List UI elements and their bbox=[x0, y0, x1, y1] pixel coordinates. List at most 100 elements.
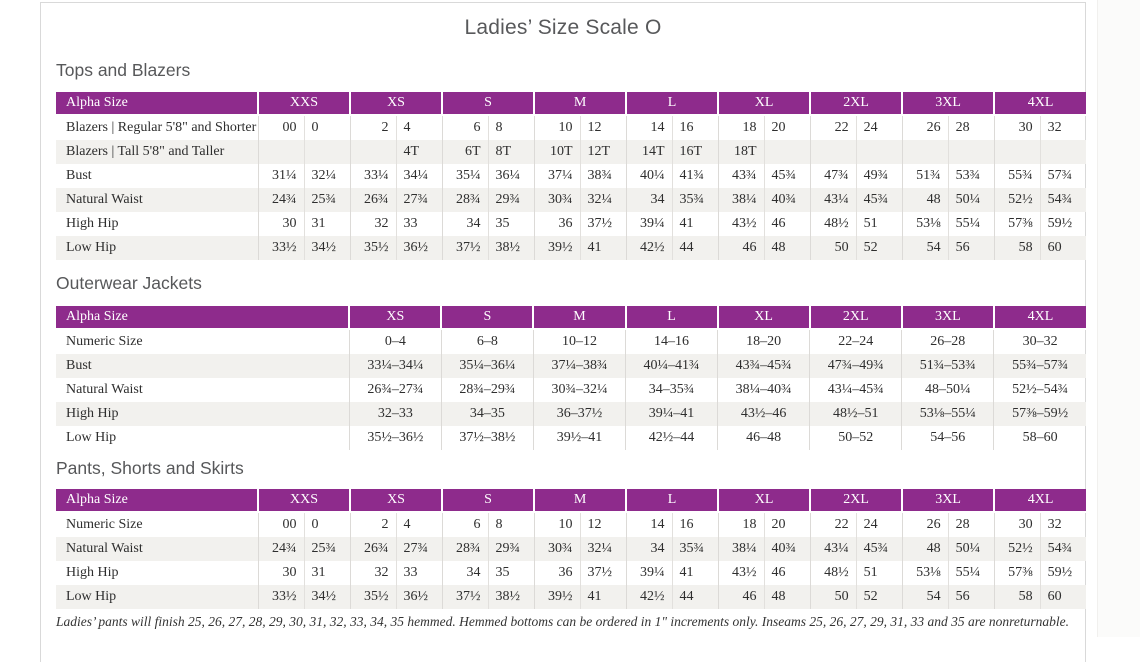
size-cell: 24¾ bbox=[257, 188, 304, 212]
size-cell: 8 bbox=[487, 512, 535, 537]
size-cell: 26–28 bbox=[901, 329, 994, 354]
size-cell: 38½ bbox=[487, 236, 535, 260]
size-cell: 10 bbox=[533, 512, 581, 537]
size-cell: 36 bbox=[533, 212, 581, 236]
size-cell: 55¼ bbox=[947, 561, 995, 585]
section-outerwear-jackets: Outerwear Jackets Alpha Size XS S M L XL 2XL 3X… bbox=[56, 260, 1086, 450]
size-cell: 30¾–32¼ bbox=[532, 378, 626, 402]
size-cell: 32¼ bbox=[579, 188, 627, 212]
size-cell: 53¾ bbox=[947, 164, 995, 188]
size-cell bbox=[1039, 140, 1087, 164]
size-cell: 24 bbox=[855, 115, 903, 140]
size-cell: 50¼ bbox=[947, 537, 995, 561]
size-cell: 30¾ bbox=[533, 537, 581, 561]
size-cell: 52 bbox=[855, 236, 903, 260]
size-cell: 28¾ bbox=[441, 188, 489, 212]
size-cell: 41 bbox=[579, 585, 627, 609]
alpha-size-header: Alpha Size bbox=[56, 489, 258, 513]
size-cell bbox=[901, 140, 949, 164]
size-group-header: XS bbox=[349, 489, 443, 513]
page-content: Ladies’ Size Scale O Tops and Blazers Al… bbox=[41, 3, 1087, 630]
size-cell: 33¼–34¼ bbox=[348, 354, 442, 378]
size-cell: 37½ bbox=[441, 236, 489, 260]
row-label: Bust bbox=[66, 168, 92, 183]
size-cell: 48 bbox=[763, 236, 811, 260]
size-cell: 22–24 bbox=[809, 329, 902, 354]
size-cell: 16 bbox=[671, 115, 719, 140]
size-group-header: XXS bbox=[256, 92, 351, 116]
size-cell: 47¾ bbox=[809, 164, 857, 188]
size-cell: 39½ bbox=[533, 585, 581, 609]
row-label: High Hip bbox=[66, 565, 119, 580]
size-cell: 35¼–36¼ bbox=[440, 354, 534, 378]
size-cell: 8 bbox=[487, 115, 535, 140]
size-cell: 33½ bbox=[257, 236, 304, 260]
size-cell: 29¾ bbox=[487, 537, 535, 561]
size-cell: 46 bbox=[763, 212, 811, 236]
size-group-header: 3XL bbox=[901, 489, 995, 513]
size-cell: 46–48 bbox=[717, 426, 810, 450]
size-cell: 39¼ bbox=[625, 561, 673, 585]
size-cell: 2 bbox=[349, 115, 397, 140]
size-cell: 43½–46 bbox=[717, 402, 810, 426]
size-cell: 38¼ bbox=[717, 188, 765, 212]
row-label: Bust bbox=[56, 354, 350, 378]
size-cell bbox=[809, 140, 857, 164]
row-label: Natural Waist bbox=[66, 382, 143, 397]
row-label: Low Hip bbox=[56, 236, 258, 260]
size-cell: 42½ bbox=[625, 236, 673, 260]
size-cell: 34 bbox=[625, 537, 673, 561]
row-label: Natural Waist bbox=[56, 537, 258, 561]
footnote: Ladies’ pants will finish 25, 26, 27, 28… bbox=[56, 614, 1069, 629]
size-cell: 4 bbox=[395, 115, 443, 140]
size-cell: 26¾ bbox=[349, 537, 397, 561]
size-cell: 14–16 bbox=[625, 329, 718, 354]
size-group-header: 3XL bbox=[900, 306, 994, 330]
size-cell: 30 bbox=[257, 561, 304, 585]
size-cell: 36¼ bbox=[487, 164, 535, 188]
size-cell: 39½ bbox=[533, 236, 581, 260]
table-row: Blazers | Regular 5'8" and Shorter 00 0 2 4 6… bbox=[56, 115, 1087, 140]
size-cell: 32¼ bbox=[579, 537, 627, 561]
size-cell: 41 bbox=[579, 236, 627, 260]
size-cell: 26¾ bbox=[349, 188, 397, 212]
document-page: Ladies’ Size Scale O Tops and Blazers Al… bbox=[40, 2, 1087, 662]
size-cell: 24¾ bbox=[257, 537, 304, 561]
size-cell: 48–50¼ bbox=[901, 378, 994, 402]
section-pants-shorts-skirts: Pants, Shorts and Skirts Alpha Size XXS XS… bbox=[56, 450, 1087, 609]
size-cell: 27¾ bbox=[395, 188, 443, 212]
table-row: High Hip 30 31 32 33 34 35 36 37½ 39¼ 41 43½ 46 48½ 51… bbox=[56, 561, 1087, 585]
size-cell: 22 bbox=[809, 115, 857, 140]
size-cell: 52½–54¾ bbox=[993, 378, 1086, 402]
size-cell: 30 bbox=[257, 212, 304, 236]
size-cell: 0–4 bbox=[348, 329, 442, 354]
size-cell: 52 bbox=[855, 585, 903, 609]
size-cell bbox=[947, 140, 995, 164]
row-label: Low Hip bbox=[56, 585, 258, 609]
row-label: High Hip bbox=[66, 216, 119, 231]
size-cell: 34 bbox=[625, 188, 673, 212]
size-cell: 48½ bbox=[809, 561, 857, 585]
size-cell: 54–56 bbox=[901, 426, 994, 450]
size-cell: 59½ bbox=[1039, 561, 1087, 585]
size-cell: 12 bbox=[579, 512, 627, 537]
size-cell: 31 bbox=[303, 212, 351, 236]
size-cell: 4T bbox=[395, 140, 443, 164]
size-cell: 55¼ bbox=[947, 212, 995, 236]
size-cell: 48½ bbox=[809, 212, 857, 236]
size-cell bbox=[303, 140, 351, 164]
size-cell: 39½–41 bbox=[532, 426, 626, 450]
size-cell: 45¾ bbox=[855, 188, 903, 212]
size-cell: 35¾ bbox=[671, 537, 719, 561]
size-cell: 40¼ bbox=[625, 164, 673, 188]
size-cell: 52½ bbox=[993, 188, 1041, 212]
outerwear-jackets-table: Alpha Size XS S M L XL 2XL 3XL 4XL Numeric Size 0–… bbox=[56, 306, 1086, 450]
size-group-header: XS bbox=[349, 92, 443, 116]
size-cell: 43¼ bbox=[809, 188, 857, 212]
size-cell: 46 bbox=[717, 236, 765, 260]
size-cell: 53⅛–55¼ bbox=[901, 402, 994, 426]
table-row: Numeric Size 00 0 2 4 6 8 10 12 14 16 18 20 22 24 26 28 3… bbox=[56, 512, 1087, 537]
size-cell: 14T bbox=[625, 140, 673, 164]
size-cell: 42½ bbox=[625, 585, 673, 609]
size-cell: 4 bbox=[395, 512, 443, 537]
